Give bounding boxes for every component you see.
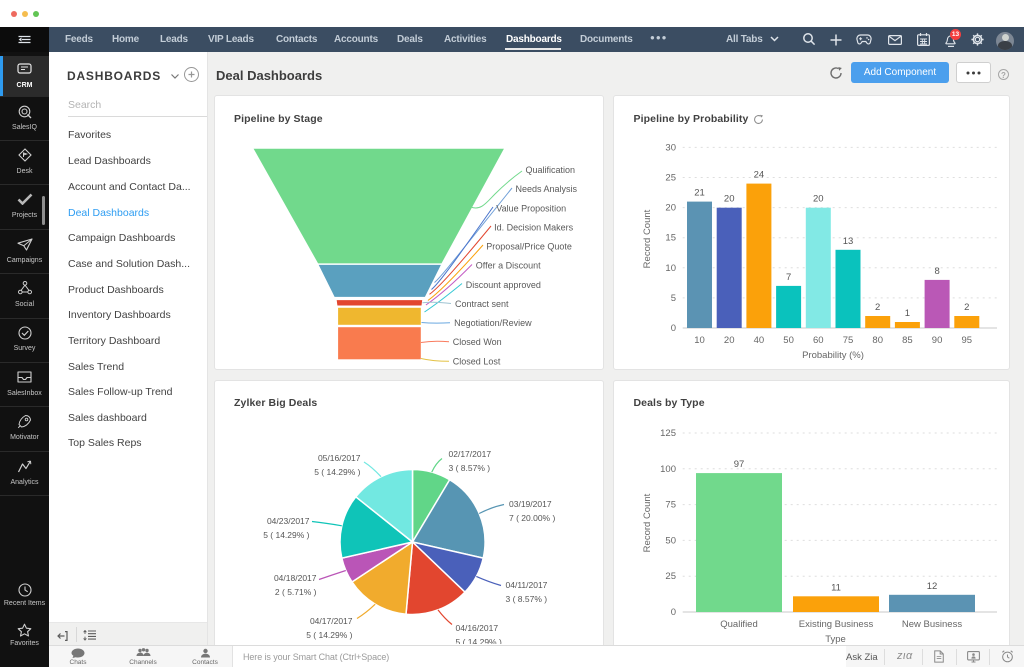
svg-text:Qualified: Qualified — [720, 619, 758, 630]
svg-text:90: 90 — [932, 335, 943, 346]
svg-text:Probability (%): Probability (%) — [802, 350, 864, 361]
svg-text:5 ( 14.29% ): 5 ( 14.29% ) — [306, 630, 352, 640]
svg-text:03/19/2017: 03/19/2017 — [509, 499, 552, 509]
svg-text:Record Count: Record Count — [642, 493, 653, 552]
svg-text:3 ( 8.57% ): 3 ( 8.57% ) — [448, 463, 490, 473]
svg-text:2 ( 5.71% ): 2 ( 5.71% ) — [274, 587, 316, 597]
svg-text:20: 20 — [665, 203, 676, 214]
svg-text:Needs Analysis: Needs Analysis — [515, 184, 577, 194]
svg-text:25: 25 — [665, 173, 676, 184]
svg-text:Offer a Discount: Offer a Discount — [475, 261, 540, 271]
svg-text:13: 13 — [843, 236, 854, 247]
svg-text:12: 12 — [927, 581, 938, 592]
svg-text:80: 80 — [872, 335, 883, 346]
svg-text:5 ( 14.29% ): 5 ( 14.29% ) — [455, 637, 501, 644]
svg-text:5: 5 — [671, 293, 676, 304]
svg-text:New Business: New Business — [902, 619, 962, 630]
svg-text:60: 60 — [813, 335, 824, 346]
svg-text:Qualification: Qualification — [525, 165, 575, 175]
svg-text:20: 20 — [724, 335, 735, 346]
svg-text:Value Proposition: Value Proposition — [496, 203, 566, 213]
svg-text:04/11/2017: 04/11/2017 — [505, 580, 547, 590]
svg-text:0: 0 — [671, 323, 676, 334]
svg-text:85: 85 — [902, 335, 913, 346]
svg-text:2: 2 — [875, 302, 880, 313]
svg-text:125: 125 — [660, 428, 676, 439]
svg-text:Closed Won: Closed Won — [452, 337, 501, 347]
svg-text:04/17/2017: 04/17/2017 — [309, 616, 352, 626]
svg-text:Negotiation/Review: Negotiation/Review — [454, 318, 532, 328]
svg-text:15: 15 — [665, 233, 676, 244]
svg-text:Contract sent: Contract sent — [455, 299, 509, 309]
svg-text:3 ( 8.57% ): 3 ( 8.57% ) — [505, 594, 547, 604]
svg-text:05/16/2017: 05/16/2017 — [317, 453, 360, 463]
svg-text:97: 97 — [734, 459, 745, 470]
svg-text:5 ( 14.29% ): 5 ( 14.29% ) — [263, 530, 309, 540]
svg-text:04/16/2017: 04/16/2017 — [455, 623, 498, 633]
svg-text:8: 8 — [934, 266, 939, 277]
svg-text:Discount approved: Discount approved — [465, 280, 540, 290]
svg-text:95: 95 — [962, 335, 973, 346]
svg-text:04/18/2017: 04/18/2017 — [273, 573, 316, 583]
svg-text:7 ( 20.00% ): 7 ( 20.00% ) — [509, 513, 555, 523]
svg-text:Existing Business: Existing Business — [799, 619, 874, 630]
svg-text:75: 75 — [843, 335, 854, 346]
svg-text:50: 50 — [783, 335, 794, 346]
svg-text:10: 10 — [665, 263, 676, 274]
svg-text:24: 24 — [754, 170, 765, 181]
svg-text:100: 100 — [660, 464, 676, 475]
svg-text:7: 7 — [786, 272, 791, 283]
svg-text:30: 30 — [665, 142, 676, 153]
svg-text:Record Count: Record Count — [642, 209, 653, 268]
svg-text:20: 20 — [724, 194, 735, 205]
svg-text:04/23/2017: 04/23/2017 — [266, 516, 309, 526]
svg-text:Closed Lost: Closed Lost — [452, 356, 500, 366]
svg-text:10: 10 — [694, 335, 705, 346]
svg-text:Type: Type — [825, 634, 846, 644]
svg-text:1: 1 — [905, 308, 910, 319]
svg-text:0: 0 — [671, 607, 676, 618]
svg-text:2: 2 — [964, 302, 969, 313]
svg-text:75: 75 — [665, 500, 676, 511]
svg-text:21: 21 — [694, 188, 705, 199]
svg-text:02/17/2017: 02/17/2017 — [448, 449, 491, 459]
svg-text:40: 40 — [754, 335, 765, 346]
svg-text:Id. Decision Makers: Id. Decision Makers — [494, 222, 574, 232]
svg-text:50: 50 — [665, 535, 676, 546]
svg-text:Proposal/Price Quote: Proposal/Price Quote — [486, 242, 572, 252]
svg-text:5 ( 14.29% ): 5 ( 14.29% ) — [314, 467, 360, 477]
svg-text:25: 25 — [665, 571, 676, 582]
svg-text:11: 11 — [831, 582, 841, 593]
svg-text:20: 20 — [813, 194, 824, 205]
